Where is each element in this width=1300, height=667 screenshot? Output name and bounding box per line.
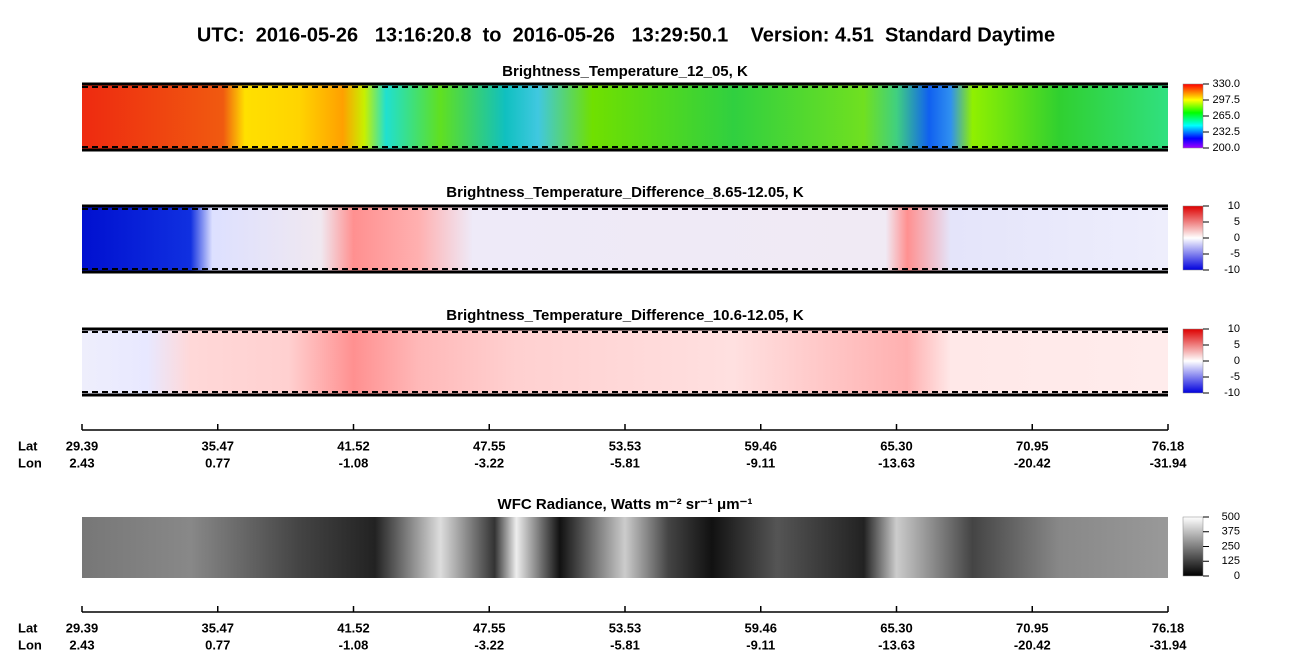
lon-tick-label: -31.94 <box>1150 637 1188 652</box>
colorbar-tick-label: 250 <box>1222 540 1240 552</box>
colorbar <box>1182 328 1204 394</box>
lat-tick-label: 41.52 <box>337 438 370 453</box>
colorbar-tick-label: 0 <box>1234 355 1240 367</box>
lat-tick-label: 47.55 <box>473 620 506 635</box>
lat-tick-label: 35.47 <box>201 620 234 635</box>
colorbar-tick-label: 265.0 <box>1212 110 1240 122</box>
lat-tick-label: 65.30 <box>880 620 913 635</box>
lat-tick-label: 47.55 <box>473 438 506 453</box>
colorbar-tick-label: -10 <box>1224 264 1240 276</box>
lat-tick-label: 41.52 <box>337 620 370 635</box>
colorbar-tick-label: 10 <box>1228 200 1240 212</box>
colorbar-tick-label: 330.0 <box>1212 78 1240 90</box>
lat-tick-label: 65.30 <box>880 438 913 453</box>
axis-label: Lat <box>18 620 38 635</box>
lat-tick-label: 70.95 <box>1016 438 1049 453</box>
axis-label: Lat <box>18 438 38 453</box>
lon-tick-label: 0.77 <box>205 637 230 652</box>
colorbar <box>1182 516 1204 577</box>
lon-tick-label: 2.43 <box>69 455 94 470</box>
colorbar-tick-label: 500 <box>1222 511 1240 523</box>
lon-tick-label: 0.77 <box>205 455 230 470</box>
panel-title: Brightness_Temperature_Difference_10.6-1… <box>446 307 804 324</box>
lat-tick-label: 70.95 <box>1016 620 1049 635</box>
colorbar-tick-label: 375 <box>1222 526 1240 538</box>
axis-label: Lon <box>18 637 42 652</box>
colorbar-tick-label: -10 <box>1224 387 1240 399</box>
panel-title: Brightness_Temperature_12_05, K <box>502 63 748 80</box>
lat-tick-label: 76.18 <box>1152 438 1185 453</box>
image-strip <box>82 329 1168 395</box>
lon-tick-label: -9.11 <box>746 455 775 470</box>
lat-tick-label: 29.39 <box>66 438 99 453</box>
lat-tick-label: 35.47 <box>201 438 234 453</box>
image-strip <box>82 84 1168 150</box>
lat-tick-label: 59.46 <box>744 438 777 453</box>
lat-tick-label: 59.46 <box>744 620 777 635</box>
colorbar-tick-label: 0 <box>1234 570 1240 582</box>
lon-tick-label: -20.42 <box>1014 455 1051 470</box>
colorbar-tick-label: 297.5 <box>1212 94 1240 106</box>
lat-tick-label: 76.18 <box>1152 620 1185 635</box>
colorbar-tick-label: 0 <box>1234 232 1240 244</box>
panel-title: Brightness_Temperature_Difference_8.65-1… <box>446 184 804 201</box>
lon-tick-label: -3.22 <box>474 637 504 652</box>
image-strip <box>82 517 1168 578</box>
colorbar-tick-label: 5 <box>1234 339 1240 351</box>
colorbar-tick-label: 200.0 <box>1212 142 1240 154</box>
lon-tick-label: -31.94 <box>1150 455 1188 470</box>
figure-title: UTC: 2016-05-26 13:16:20.8 to 2016-05-26… <box>197 24 1055 46</box>
colorbar-tick-label: -5 <box>1230 248 1240 260</box>
lon-tick-label: -3.22 <box>474 455 504 470</box>
lat-tick-label: 29.39 <box>66 620 99 635</box>
colorbar-tick-label: 10 <box>1228 323 1240 335</box>
image-strip <box>82 206 1168 272</box>
colorbar <box>1182 83 1204 149</box>
lon-tick-label: 2.43 <box>69 637 94 652</box>
lon-tick-label: -13.63 <box>878 637 915 652</box>
lon-tick-label: -9.11 <box>746 637 775 652</box>
lon-tick-label: -20.42 <box>1014 637 1051 652</box>
colorbar-tick-label: -5 <box>1230 371 1240 383</box>
colorbar-tick-label: 125 <box>1222 555 1240 567</box>
lon-tick-label: -5.81 <box>610 637 640 652</box>
panel-title: WFC Radiance, Watts m⁻² sr⁻¹ μm⁻¹ <box>498 496 753 513</box>
lon-tick-label: -5.81 <box>610 455 640 470</box>
axis-label: Lon <box>18 455 42 470</box>
lon-tick-label: -1.08 <box>339 637 369 652</box>
lat-tick-label: 53.53 <box>609 438 642 453</box>
colorbar <box>1182 205 1204 271</box>
lon-tick-label: -1.08 <box>339 455 369 470</box>
colorbar-tick-label: 5 <box>1234 216 1240 228</box>
colorbar-tick-label: 232.5 <box>1212 126 1240 138</box>
lat-tick-label: 53.53 <box>609 620 642 635</box>
lon-tick-label: -13.63 <box>878 455 915 470</box>
